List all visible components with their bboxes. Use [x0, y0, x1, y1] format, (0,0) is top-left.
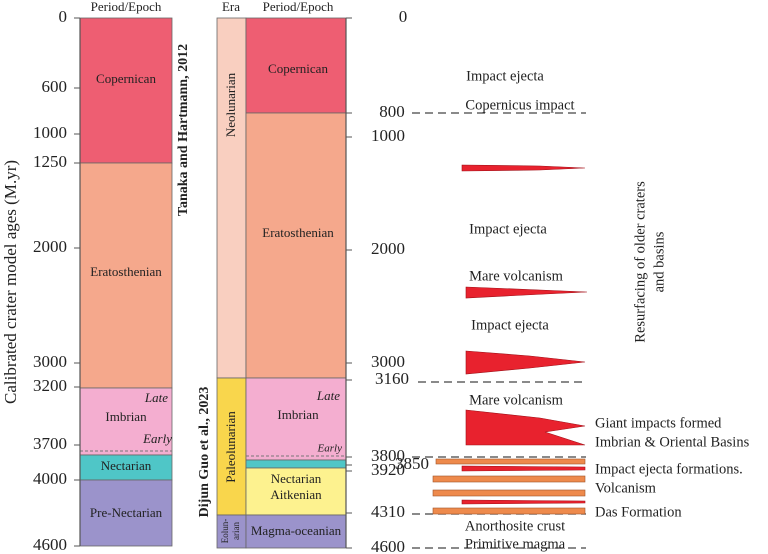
tick-label: 600: [42, 77, 68, 96]
axis-title: Calibrated crater model ages (M.yr): [1, 160, 20, 404]
block: [245, 112, 347, 379]
block: [245, 459, 347, 469]
sub-epoch: Early: [142, 431, 172, 446]
period: Eratosthenian: [262, 225, 334, 240]
block: [79, 17, 173, 164]
event: Das Formation: [595, 504, 682, 520]
event: Impact ejecta: [466, 68, 544, 84]
tick-label: 3700: [33, 434, 67, 453]
event: Impact ejecta: [469, 221, 547, 237]
tick-label: 800: [379, 102, 405, 121]
block: [79, 387, 173, 456]
event: Anorthosite crust: [465, 518, 565, 534]
header: Era: [222, 0, 240, 14]
tick-label: 3160: [375, 369, 409, 388]
tick-label: 0: [399, 7, 408, 26]
sub-epoch: Late: [316, 388, 340, 403]
tick-label: 3200: [33, 376, 67, 395]
block: [79, 479, 173, 547]
event: Primitive magma: [465, 536, 566, 552]
event: Giant impacts formed: [595, 415, 722, 431]
tick-label: 1250: [33, 152, 67, 171]
event: Mare volcanism: [469, 392, 564, 408]
period: Pre-Nectarian: [90, 505, 163, 520]
period: Nectarian: [271, 471, 322, 486]
header: Period/Epoch: [91, 0, 162, 14]
tick-label: 2000: [371, 239, 405, 258]
period: Imbrian: [277, 407, 319, 422]
event: Impact ejecta formations.: [595, 461, 743, 477]
event: Impact ejecta: [471, 317, 549, 333]
tick-label: 3000: [33, 352, 67, 371]
sub-epoch: Early: [317, 443, 343, 455]
era: Paleolunarian: [223, 411, 238, 483]
header: Period/Epoch: [263, 0, 334, 14]
period: Magma-oceanian: [251, 523, 342, 538]
period: Nectarian: [101, 458, 152, 473]
period: Imbrian: [105, 409, 147, 424]
block: [245, 467, 347, 516]
tick-label: 3800: [371, 446, 405, 465]
tick-label: 1000: [33, 123, 67, 142]
block: [216, 514, 247, 549]
source: Tanaka and Hartmann, 2012: [176, 44, 191, 216]
source: Dijun Guo et al., 2023: [197, 387, 212, 518]
tick-label: 2000: [33, 237, 67, 256]
event: Mare volcanism: [469, 268, 564, 284]
block: [245, 377, 347, 461]
tick-label: 4000: [33, 469, 67, 488]
tick-label: 3000: [371, 352, 405, 371]
tick-label: 3920: [371, 460, 405, 479]
annotation: and basins: [651, 231, 667, 292]
block: [79, 162, 173, 389]
tick-label: 1000: [371, 126, 405, 145]
era: Neolunarian: [223, 72, 238, 137]
period: Eratosthenian: [90, 264, 162, 279]
period: Copernican: [268, 61, 328, 76]
block: [79, 454, 173, 481]
tick-label: 3850: [395, 454, 429, 473]
tick-label: 4310: [371, 502, 405, 521]
block: [245, 17, 347, 114]
annotation: Resurfacing of older craters: [632, 181, 648, 343]
event-bars: [432, 458, 586, 515]
sub-epoch: Late: [144, 390, 168, 405]
event: Imbrian & Oriental Basins: [595, 434, 750, 450]
block: [216, 17, 247, 379]
event: Volcanism: [595, 480, 657, 496]
tick-label: 0: [59, 7, 68, 26]
tick-label: 4600: [33, 535, 67, 554]
tick-label: 4600: [371, 537, 405, 554]
era: Eolun-: [220, 519, 230, 544]
era: arian: [231, 522, 241, 540]
block: [245, 514, 347, 549]
period: Aitkenian: [270, 487, 322, 502]
event-shapes: [461, 164, 588, 505]
period: Copernican: [96, 71, 156, 86]
event: Copernicus impact: [465, 97, 574, 113]
